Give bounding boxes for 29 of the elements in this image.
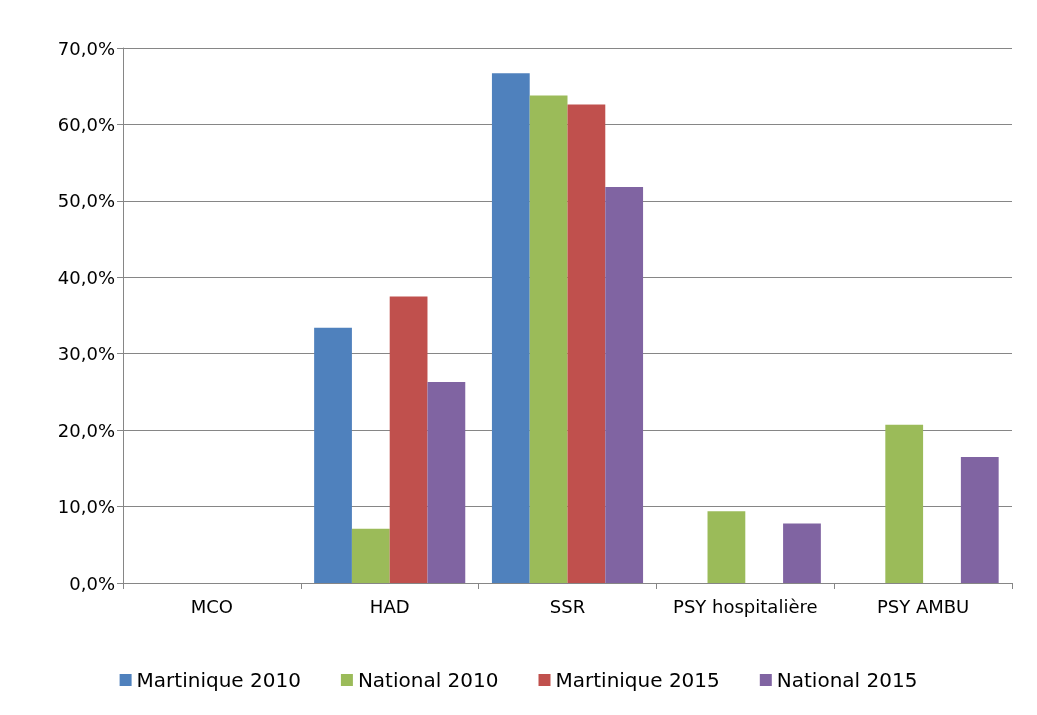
bar — [960, 456, 999, 583]
x-tick-label: SSR — [549, 595, 586, 617]
y-tick-label: 70,0% — [57, 37, 115, 59]
y-tick-label: 60,0% — [57, 113, 115, 135]
y-tick-label: 20,0% — [57, 419, 115, 441]
legend-label: National 2015 — [776, 668, 918, 692]
x-tick-label: PSY AMBU — [876, 595, 970, 617]
x-tick-label: PSY hospitalière — [673, 595, 818, 617]
legend-label: Martinique 2015 — [555, 668, 720, 692]
y-tick-label: 40,0% — [57, 266, 115, 288]
y-tick-label: 0,0% — [69, 572, 115, 594]
bar — [491, 73, 530, 583]
bar — [567, 104, 606, 583]
bar — [427, 381, 466, 583]
bar — [529, 95, 568, 583]
bar — [605, 187, 644, 583]
bar — [885, 424, 924, 583]
y-tick-label: 10,0% — [57, 496, 115, 518]
legend-label: Martinique 2010 — [136, 668, 301, 692]
y-tick-label: 30,0% — [57, 343, 115, 365]
y-tick-label: 50,0% — [57, 190, 115, 212]
bar — [389, 296, 428, 583]
bar — [314, 327, 352, 583]
x-tick-label: HAD — [369, 595, 410, 617]
x-tick-label: MCO — [190, 595, 234, 617]
bar — [707, 511, 746, 583]
bar — [351, 528, 390, 583]
bar — [783, 523, 821, 583]
legend-label: National 2010 — [357, 668, 499, 692]
